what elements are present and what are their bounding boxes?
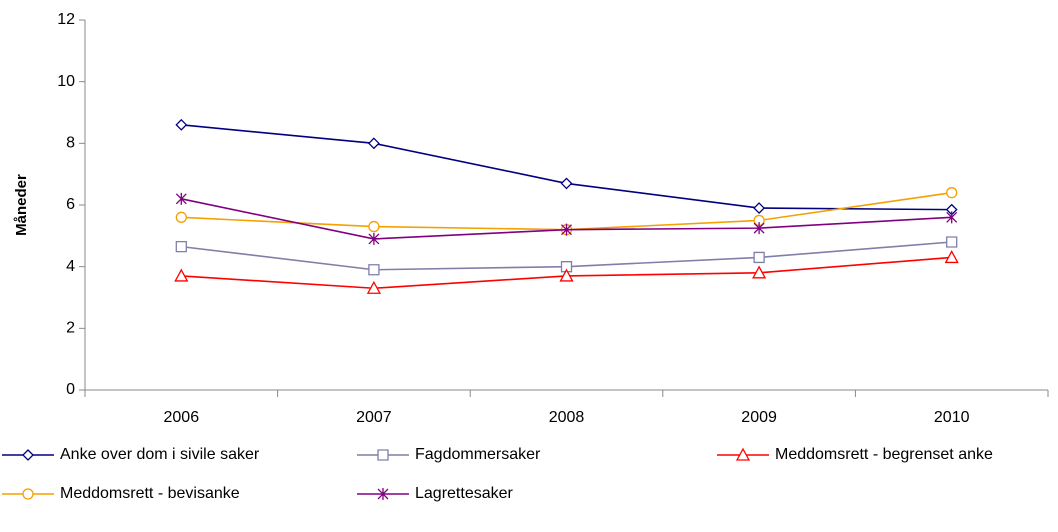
legend-marker bbox=[22, 488, 34, 500]
series-line bbox=[181, 124, 952, 211]
marker bbox=[368, 264, 380, 276]
legend-label: Fagdommersaker bbox=[415, 446, 541, 463]
marker bbox=[946, 187, 958, 199]
legend-label: Lagrettesaker bbox=[415, 485, 514, 502]
x-tick-label: 2006 bbox=[164, 409, 200, 426]
marker bbox=[175, 240, 187, 253]
marker bbox=[946, 236, 958, 248]
x-tick-label: 2009 bbox=[741, 409, 777, 426]
x-tick-label: 2010 bbox=[934, 409, 970, 426]
marker bbox=[753, 251, 765, 264]
legend-marker bbox=[377, 449, 389, 461]
x-tick-label: 2007 bbox=[356, 409, 392, 426]
y-tick-label: 12 bbox=[57, 11, 75, 28]
marker bbox=[175, 211, 187, 223]
marker bbox=[944, 250, 959, 264]
legend-marker bbox=[735, 447, 751, 461]
y-tick-label: 8 bbox=[66, 135, 75, 152]
y-tick-label: 6 bbox=[66, 196, 75, 213]
marker bbox=[560, 177, 573, 190]
y-tick-label: 0 bbox=[66, 381, 75, 398]
legend-marker bbox=[377, 488, 389, 500]
marker bbox=[175, 192, 187, 205]
x-tick-label: 2008 bbox=[549, 409, 585, 426]
marker bbox=[366, 280, 381, 294]
marker bbox=[174, 268, 189, 282]
legend-label: Anke over dom i sivile saker bbox=[60, 446, 260, 463]
marker bbox=[559, 268, 574, 282]
marker bbox=[368, 221, 380, 233]
marker bbox=[561, 223, 572, 236]
legend-label: Meddomsrett - begrenset anke bbox=[775, 446, 993, 463]
marker bbox=[753, 202, 766, 215]
marker bbox=[560, 261, 573, 273]
marker bbox=[753, 222, 765, 235]
marker bbox=[368, 232, 380, 245]
y-axis-label: Måneder bbox=[13, 174, 30, 236]
marker bbox=[752, 265, 767, 279]
marker bbox=[175, 118, 188, 131]
marker bbox=[946, 211, 958, 224]
legend-label: Meddomsrett - bevisanke bbox=[60, 485, 240, 502]
y-tick-label: 4 bbox=[66, 258, 75, 275]
legend-marker bbox=[22, 449, 34, 461]
y-tick-label: 10 bbox=[57, 73, 75, 90]
marker bbox=[367, 137, 380, 150]
y-tick-label: 2 bbox=[66, 320, 75, 337]
